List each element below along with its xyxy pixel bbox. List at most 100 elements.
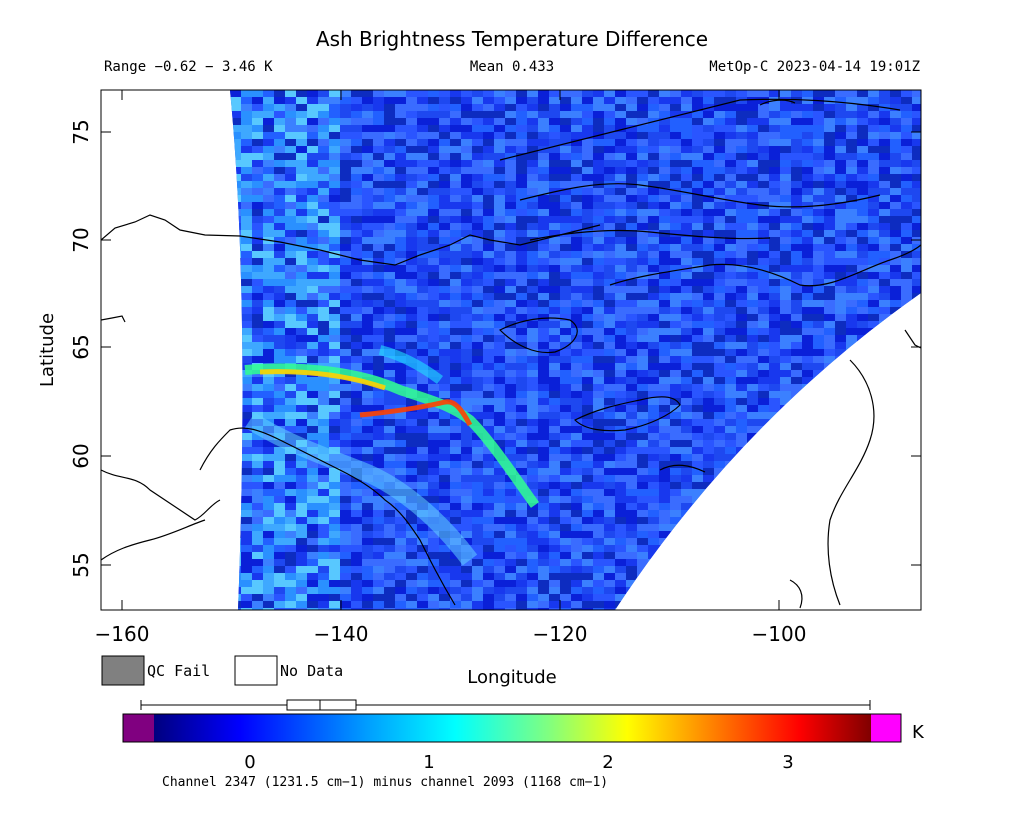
swath-pixel (670, 454, 681, 461)
swath-pixel (406, 426, 417, 433)
swath-pixel (615, 146, 626, 153)
swath-pixel (406, 300, 417, 307)
swath-pixel (373, 188, 384, 195)
swath-pixel (549, 608, 560, 610)
swath-pixel (461, 181, 472, 188)
swath-pixel (780, 118, 791, 125)
swath-pixel (692, 349, 703, 356)
swath-pixel (604, 195, 615, 202)
swath-pixel (758, 314, 769, 321)
swath-pixel (604, 265, 615, 272)
swath-pixel (406, 160, 417, 167)
swath-pixel (428, 328, 439, 335)
swath-pixel (912, 111, 921, 118)
swath-pixel (472, 335, 483, 342)
swath-pixel (571, 503, 582, 510)
swath-pixel (637, 419, 648, 426)
swath-pixel (252, 181, 263, 188)
swath-pixel (362, 174, 373, 181)
swath-pixel (681, 146, 692, 153)
swath-pixel (351, 545, 362, 552)
swath-pixel (494, 342, 505, 349)
swath-pixel (252, 377, 263, 384)
swath-pixel (461, 335, 472, 342)
swath-pixel (241, 531, 252, 538)
swath-pixel (846, 97, 857, 104)
swath-pixel (692, 160, 703, 167)
swath-pixel (571, 489, 582, 496)
swath-pixel (769, 188, 780, 195)
swath-pixel (593, 482, 604, 489)
swath-pixel (626, 433, 637, 440)
swath-pixel (637, 538, 648, 545)
swath-pixel (417, 153, 428, 160)
swath-pixel (351, 146, 362, 153)
swath-pixel (626, 496, 637, 503)
swath-pixel (604, 279, 615, 286)
swath-pixel (340, 286, 351, 293)
swath-pixel (516, 314, 527, 321)
swath-pixel (285, 335, 296, 342)
swath-pixel (351, 496, 362, 503)
swath-pixel (307, 237, 318, 244)
swath-pixel (725, 265, 736, 272)
swath-pixel (505, 482, 516, 489)
swath-pixel (560, 223, 571, 230)
swath-pixel (296, 419, 307, 426)
swath-pixel (384, 244, 395, 251)
swath-pixel (450, 594, 461, 601)
swath-pixel (758, 412, 769, 419)
swath-pixel (395, 580, 406, 587)
swath-pixel (450, 230, 461, 237)
swath-pixel (813, 279, 824, 286)
swath-pixel (395, 230, 406, 237)
swath-pixel (791, 265, 802, 272)
swath-pixel (593, 517, 604, 524)
swath-pixel (890, 132, 901, 139)
swath-pixel (340, 496, 351, 503)
swath-pixel (505, 524, 516, 531)
swath-pixel (912, 167, 921, 174)
swath-pixel (560, 405, 571, 412)
swath-pixel (307, 601, 318, 608)
swath-pixel (450, 454, 461, 461)
swath-pixel (560, 321, 571, 328)
swath-pixel (461, 321, 472, 328)
swath-pixel (395, 335, 406, 342)
swath-pixel (780, 125, 791, 132)
swath-pixel (879, 244, 890, 251)
swath-pixel (373, 370, 384, 377)
satellite-time-text: MetOp-C 2023-04-14 19:01Z (709, 59, 920, 75)
swath-pixel (549, 503, 560, 510)
swath-pixel (560, 580, 571, 587)
swath-pixel (373, 216, 384, 223)
swath-pixel (582, 552, 593, 559)
swath-pixel (582, 608, 593, 610)
swath-pixel (659, 272, 670, 279)
swath-pixel (758, 167, 769, 174)
swath-pixel (527, 258, 538, 265)
swath-pixel (615, 167, 626, 174)
swath-pixel (296, 342, 307, 349)
swath-pixel (791, 125, 802, 132)
swath-pixel (461, 139, 472, 146)
swath-pixel (472, 580, 483, 587)
swath-pixel (417, 335, 428, 342)
swath-pixel (494, 195, 505, 202)
swath-pixel (285, 573, 296, 580)
swath-pixel (582, 349, 593, 356)
swath-pixel (439, 181, 450, 188)
swath-pixel (329, 475, 340, 482)
swath-pixel (428, 104, 439, 111)
swath-pixel (714, 279, 725, 286)
swath-pixel (560, 216, 571, 223)
swath-pixel (351, 97, 362, 104)
swath-pixel (714, 356, 725, 363)
swath-pixel (637, 475, 648, 482)
swath-pixel (362, 230, 373, 237)
swath-pixel (241, 594, 252, 601)
swath-pixel (329, 510, 340, 517)
swath-pixel (725, 139, 736, 146)
swath-pixel (670, 384, 681, 391)
swath-pixel (615, 391, 626, 398)
